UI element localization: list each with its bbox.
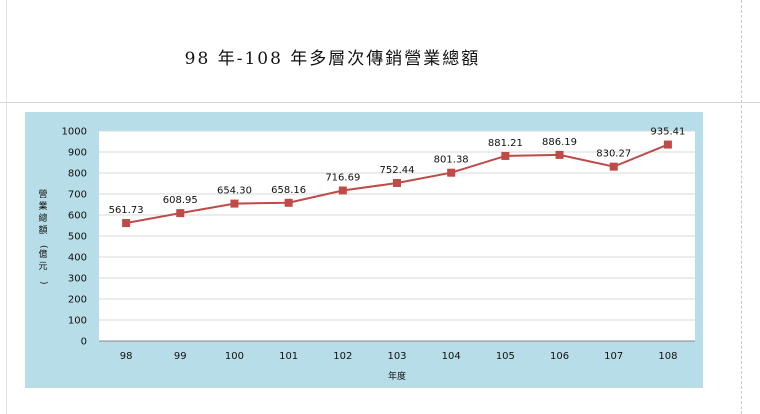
page-left-rule [6, 0, 7, 414]
y-tick-label: 0 [81, 337, 87, 348]
x-tick-label: 108 [658, 351, 677, 362]
x-tick-label: 99 [174, 351, 187, 362]
page-title: 98 年-108 年多層次傳銷營業總額 [184, 49, 481, 69]
header-divider [0, 102, 760, 103]
data-point-marker [501, 151, 510, 160]
data-point-marker [338, 186, 347, 195]
x-tick-label: 104 [442, 351, 461, 362]
data-label: 658.16 [271, 185, 306, 196]
data-point-marker [284, 198, 293, 207]
data-point-marker [122, 219, 131, 228]
y-tick-label: 300 [68, 274, 87, 285]
data-point-marker [447, 168, 456, 177]
y-tick-label: 800 [68, 169, 87, 180]
data-point-marker [663, 140, 672, 149]
y-tick-labels: 0 100 200 300 400 500 600 700 800 900 1000 [62, 127, 87, 348]
chart-panel: 0 100 200 300 400 500 600 700 800 900 1000 98 99 100… [25, 112, 703, 388]
y-tick-label: 1000 [62, 127, 87, 138]
x-tick-label: 103 [387, 351, 406, 362]
y-tick-label: 500 [68, 232, 87, 243]
series-markers [122, 140, 672, 228]
data-labels: 561.73 608.95 654.30 658.16 716.69 752.44 801.… [109, 127, 686, 216]
data-label: 886.19 [542, 137, 577, 148]
line-chart: 0 100 200 300 400 500 600 700 800 900 1000 98 99 100… [38, 127, 695, 382]
y-tick-label: 700 [68, 190, 87, 201]
data-label: 935.41 [650, 127, 685, 138]
data-point-marker [230, 199, 239, 208]
data-label: 752.44 [380, 165, 415, 176]
data-label: 608.95 [163, 195, 198, 206]
data-point-marker [393, 178, 401, 187]
x-tick-label: 107 [604, 351, 623, 362]
page-right-margin-guide [741, 0, 742, 414]
data-label: 716.69 [325, 172, 360, 183]
data-point-marker [176, 209, 185, 218]
grid-lines [99, 130, 695, 342]
y-tick-label: 600 [68, 211, 87, 222]
x-axis-title: 年度 [388, 370, 406, 382]
y-tick-label: 900 [68, 148, 87, 159]
x-tick-label: 101 [279, 351, 298, 362]
x-tick-label: 98 [120, 351, 133, 362]
y-tick-label: 200 [68, 295, 87, 306]
data-label: 801.38 [434, 155, 469, 166]
y-axis-title: 營業總額(億元) [38, 188, 48, 285]
data-label: 830.27 [596, 149, 631, 160]
data-label: 561.73 [109, 205, 144, 216]
data-point-marker [555, 150, 564, 159]
data-point-marker [609, 162, 618, 171]
y-tick-label: 400 [68, 253, 87, 264]
y-tick-label: 100 [68, 316, 87, 327]
data-label: 654.30 [217, 186, 252, 197]
x-tick-label: 105 [496, 351, 515, 362]
x-tick-label: 102 [333, 351, 352, 362]
x-tick-label: 100 [225, 351, 244, 362]
x-tick-labels: 98 99 100 101 102 103 104 105 106 107 108 [120, 351, 678, 362]
data-label: 881.21 [488, 138, 523, 149]
x-tick-label: 106 [550, 351, 569, 362]
